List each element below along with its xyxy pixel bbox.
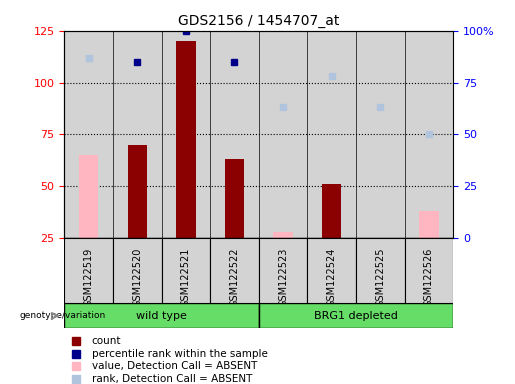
Text: GSM122524: GSM122524 [327,248,337,307]
Bar [162,31,210,238]
Bar [405,238,453,303]
Text: GSM122521: GSM122521 [181,248,191,307]
Bar [225,159,244,238]
Bar [273,232,293,238]
Bar [259,303,453,328]
Text: GSM122523: GSM122523 [278,248,288,307]
Bar [176,41,196,238]
Text: percentile rank within the sample: percentile rank within the sample [92,349,267,359]
Bar [371,238,390,247]
Text: GSM122522: GSM122522 [230,248,239,307]
Bar [307,31,356,238]
Text: GSM122520: GSM122520 [132,248,142,307]
Text: wild type: wild type [136,311,187,321]
Bar [259,238,307,303]
Text: GSM122526: GSM122526 [424,248,434,307]
Bar [64,238,113,303]
Bar [210,31,259,238]
Text: count: count [92,336,121,346]
Bar [356,238,405,303]
Bar [128,145,147,238]
Text: BRG1 depleted: BRG1 depleted [314,311,398,321]
Text: genotype/variation: genotype/variation [20,311,106,320]
Text: rank, Detection Call = ABSENT: rank, Detection Call = ABSENT [92,374,252,384]
Text: GSM122519: GSM122519 [83,248,94,307]
Bar [356,31,405,238]
Bar [405,31,453,238]
Bar [113,238,162,303]
Bar [307,238,356,303]
Bar [210,238,259,303]
Title: GDS2156 / 1454707_at: GDS2156 / 1454707_at [178,14,339,28]
Bar [419,211,439,238]
Bar [79,155,98,238]
Bar [162,238,210,303]
Bar [322,184,341,238]
Text: GSM122525: GSM122525 [375,248,385,307]
Text: value, Detection Call = ABSENT: value, Detection Call = ABSENT [92,361,257,371]
Bar [64,31,113,238]
Bar [64,303,259,328]
Bar [113,31,162,238]
Bar [259,31,307,238]
